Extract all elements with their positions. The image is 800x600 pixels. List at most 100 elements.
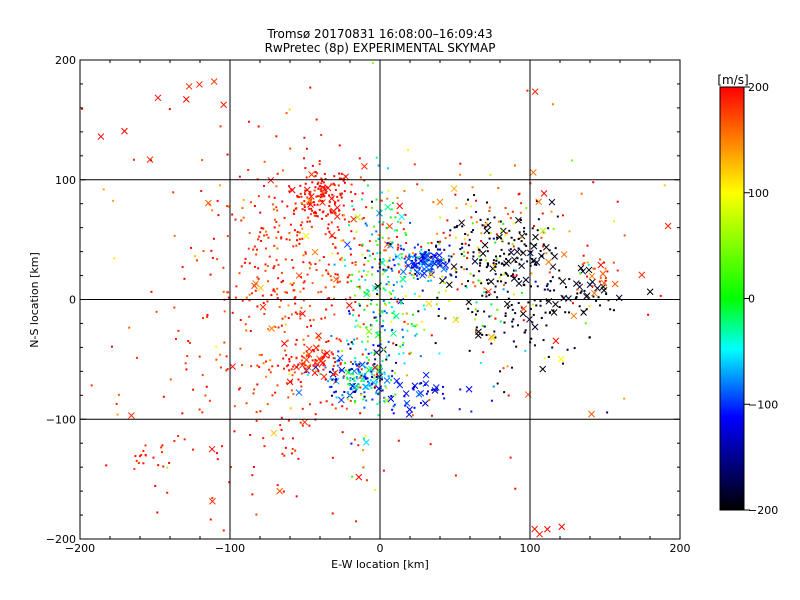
data-point <box>245 402 248 405</box>
data-point <box>339 369 342 372</box>
data-point <box>233 430 236 433</box>
data-point <box>391 369 394 372</box>
data-point <box>454 193 457 196</box>
data-point <box>404 295 407 298</box>
data-point <box>287 396 290 399</box>
data-point <box>327 223 330 226</box>
data-point <box>317 345 320 348</box>
data-point <box>329 210 332 213</box>
data-point <box>399 302 402 305</box>
data-point-cross <box>97 133 105 140</box>
data-point <box>402 341 405 344</box>
data-point <box>507 306 510 309</box>
data-point <box>541 255 544 258</box>
data-point <box>343 390 346 393</box>
data-point <box>418 266 421 269</box>
data-point-cross <box>445 281 453 289</box>
data-point-cross <box>390 330 397 337</box>
data-point <box>358 278 361 281</box>
data-point <box>574 297 577 300</box>
data-point-cross <box>321 351 328 359</box>
data-point <box>265 375 268 378</box>
data-point <box>277 263 280 266</box>
data-point <box>316 348 319 351</box>
data-point <box>340 172 343 175</box>
data-point <box>370 324 373 327</box>
data-point <box>405 312 408 315</box>
data-point <box>412 388 415 391</box>
data-point <box>412 276 415 279</box>
data-point <box>438 242 441 245</box>
data-point <box>331 211 334 214</box>
data-point <box>568 230 571 233</box>
data-point <box>318 208 321 211</box>
data-point <box>353 379 356 382</box>
data-point <box>584 322 587 325</box>
data-point-cross <box>354 214 362 221</box>
data-point <box>419 401 422 404</box>
data-point <box>353 338 356 341</box>
data-point <box>499 370 502 373</box>
data-point <box>565 286 568 289</box>
data-point-cross <box>396 381 404 389</box>
data-point <box>437 291 440 294</box>
data-point <box>513 239 516 242</box>
data-point <box>349 388 352 391</box>
data-point <box>334 246 337 249</box>
data-point <box>472 274 475 277</box>
data-point <box>329 209 332 212</box>
data-point <box>436 240 439 243</box>
data-point <box>581 263 584 266</box>
data-point <box>228 481 231 484</box>
data-point <box>376 331 379 334</box>
data-point <box>352 390 355 393</box>
data-point <box>367 352 370 355</box>
data-point <box>216 199 219 202</box>
data-point-cross <box>350 215 358 223</box>
data-point <box>475 221 478 224</box>
data-point <box>308 304 311 307</box>
data-point <box>551 276 554 279</box>
data-point <box>308 261 311 264</box>
data-point <box>349 296 352 299</box>
data-point <box>263 160 266 163</box>
data-point-cross <box>428 258 435 266</box>
data-point <box>362 449 365 452</box>
data-point <box>401 344 404 347</box>
data-point <box>281 200 284 203</box>
data-point <box>342 375 345 378</box>
data-point <box>502 288 505 291</box>
data-point <box>427 242 430 245</box>
data-point <box>320 187 323 190</box>
data-point <box>360 368 363 371</box>
data-point <box>404 255 407 258</box>
data-point <box>387 340 390 343</box>
data-point <box>253 265 256 268</box>
data-point <box>300 359 303 362</box>
data-point <box>321 200 324 203</box>
data-point <box>343 181 346 184</box>
data-point <box>392 258 395 261</box>
data-point <box>357 386 360 389</box>
data-point <box>276 172 279 175</box>
data-point <box>256 364 259 367</box>
data-point <box>359 412 362 415</box>
data-point <box>369 379 372 382</box>
data-point <box>349 394 352 397</box>
data-point <box>370 299 373 302</box>
data-point <box>444 317 447 320</box>
data-point <box>500 229 503 232</box>
data-point <box>209 518 212 521</box>
data-point <box>355 520 358 523</box>
y-tick-label: 0 <box>69 294 76 307</box>
data-point <box>430 255 433 258</box>
data-point-cross <box>535 198 543 206</box>
data-point <box>468 349 471 352</box>
data-point <box>482 291 485 294</box>
data-point <box>403 395 406 398</box>
x-tick-label: 0 <box>377 542 384 555</box>
data-point <box>243 261 246 264</box>
data-point <box>293 229 296 232</box>
data-point-cross <box>324 184 332 192</box>
data-point <box>217 214 220 217</box>
